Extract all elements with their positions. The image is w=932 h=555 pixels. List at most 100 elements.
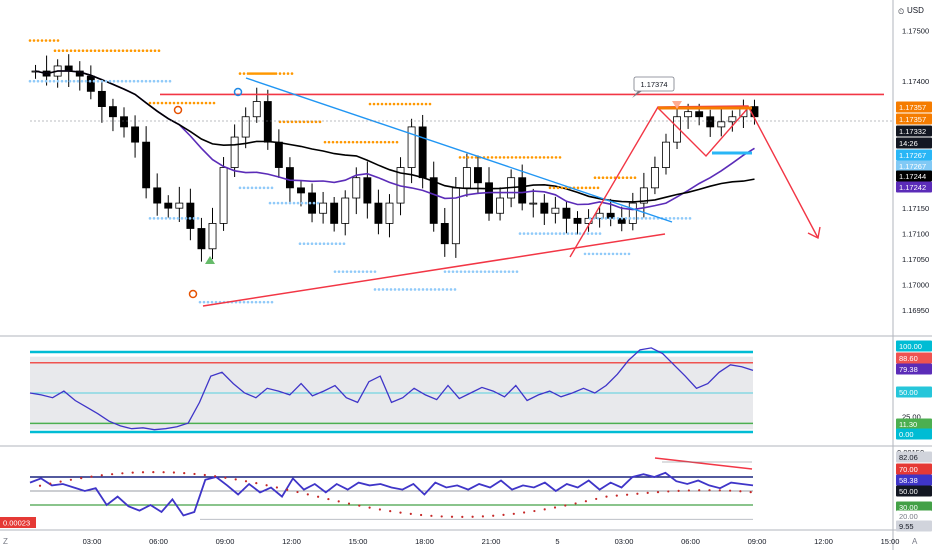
- resistance-dot: [278, 72, 282, 75]
- resistance-dot: [395, 140, 399, 144]
- corner-right-label[interactable]: A: [912, 537, 918, 546]
- corner-left-label[interactable]: Z: [3, 537, 8, 546]
- time-tick-label: 03:00: [83, 537, 102, 546]
- candle-body: [673, 116, 681, 143]
- support-dot: [393, 288, 397, 291]
- rsi-line[interactable]: [29, 347, 754, 431]
- buy-signal-triangle-icon[interactable]: [205, 256, 215, 264]
- support-dot: [417, 288, 421, 291]
- resistance-dot: [556, 186, 560, 190]
- candle-body: [728, 116, 737, 123]
- support-dot: [304, 201, 308, 205]
- alarm-clock-icon-face: [173, 105, 183, 115]
- resistance-dot: [164, 101, 168, 105]
- resistance-dot: [157, 49, 161, 53]
- resistance-dot: [156, 101, 160, 105]
- support-dot: [604, 217, 608, 220]
- clock-icon[interactable]: ⏲: [898, 7, 904, 16]
- signal-dot: [368, 506, 371, 509]
- alarm-clock-icon-face: [233, 87, 243, 97]
- support-dot: [314, 242, 318, 246]
- support-dot: [284, 201, 288, 205]
- signal-dot: [626, 493, 629, 496]
- support-dot: [587, 252, 591, 256]
- support-dot: [550, 232, 554, 235]
- price-tick-label: 1.17400: [902, 77, 929, 86]
- resistance-dot: [593, 176, 597, 179]
- pattern-zigzag[interactable]: [657, 107, 749, 158]
- alarm-clock-icon[interactable]: [173, 105, 183, 115]
- alarm-clock-icon[interactable]: [188, 289, 198, 299]
- support-dot: [611, 252, 615, 256]
- support-dot: [471, 270, 475, 273]
- resistance-dot: [387, 140, 391, 144]
- rsi-badge-label: 100.00: [899, 342, 922, 351]
- candle-body: [684, 111, 693, 118]
- support-dot: [148, 217, 152, 220]
- resistance-dot: [580, 186, 584, 190]
- support-dot: [48, 79, 52, 83]
- signal-dot: [492, 514, 495, 517]
- time-tick-label: 5: [555, 537, 559, 546]
- support-dot: [198, 300, 202, 304]
- candle-body: [551, 207, 560, 214]
- support-dot: [72, 79, 76, 83]
- resistance-dot: [375, 140, 379, 144]
- signal-dot: [450, 515, 454, 518]
- sma-line[interactable]: [35, 70, 755, 203]
- oscillator-line[interactable]: [29, 471, 754, 517]
- alarm-clock-icon[interactable]: [233, 87, 243, 97]
- resistance-dot: [28, 39, 32, 42]
- descending-trendline[interactable]: [245, 77, 673, 223]
- resistance-dot: [542, 156, 546, 159]
- time-axis[interactable]: 03:00 06:00 09:00 12:00 15:00 18:00 21:00 5 03:0…: [83, 537, 900, 546]
- candle-body: [529, 202, 538, 205]
- time-tick-label: 12:00: [814, 537, 833, 546]
- resistance-dot: [176, 101, 180, 105]
- support-dot: [242, 186, 246, 190]
- support-dot: [160, 79, 164, 83]
- divergence-line[interactable]: [654, 457, 753, 470]
- price-tick-label: 1.16950: [902, 306, 929, 315]
- support-dot: [341, 270, 345, 273]
- resistance-dot: [380, 102, 384, 106]
- rsi-badge: [896, 340, 932, 352]
- support-dot: [433, 288, 437, 291]
- price-badge: [896, 160, 932, 172]
- support-dot: [292, 201, 296, 205]
- resistance-dot: [351, 140, 355, 144]
- signal-dot: [337, 500, 340, 503]
- sell-signal-triangle-icon[interactable]: [672, 101, 682, 109]
- resistance-dot: [343, 140, 347, 144]
- support-dot: [558, 232, 562, 235]
- support-dot: [495, 270, 499, 273]
- price-badge-label: 1.17357: [899, 115, 926, 124]
- support-dot: [534, 232, 538, 235]
- resistance-dot: [327, 140, 331, 144]
- price-callout[interactable]: 1.17374: [632, 76, 675, 98]
- candle-body: [164, 202, 173, 209]
- resistance-dot: [93, 49, 97, 53]
- support-dot: [262, 300, 266, 304]
- osc-badge: [896, 520, 932, 532]
- support-dot: [421, 288, 425, 291]
- rsi-pane[interactable]: 25.00: [29, 347, 921, 434]
- resistance-dot: [172, 101, 176, 105]
- rsi-badge: [896, 428, 932, 440]
- signal-dot: [172, 471, 175, 474]
- signal-dot: [656, 491, 660, 494]
- candle-body: [153, 187, 162, 204]
- rsi-badge: [896, 363, 932, 375]
- resistance-dot: [149, 49, 153, 53]
- rsi-badge-label: 11.30: [899, 420, 917, 429]
- candle-body: [639, 187, 648, 204]
- support-dot: [353, 270, 357, 273]
- support-dot: [526, 232, 530, 235]
- signal-dot: [543, 508, 546, 511]
- resistance-dot: [530, 156, 534, 159]
- ascending-trendline[interactable]: [202, 233, 666, 307]
- price-pane[interactable]: [28, 39, 893, 307]
- resistance-dot: [256, 72, 260, 75]
